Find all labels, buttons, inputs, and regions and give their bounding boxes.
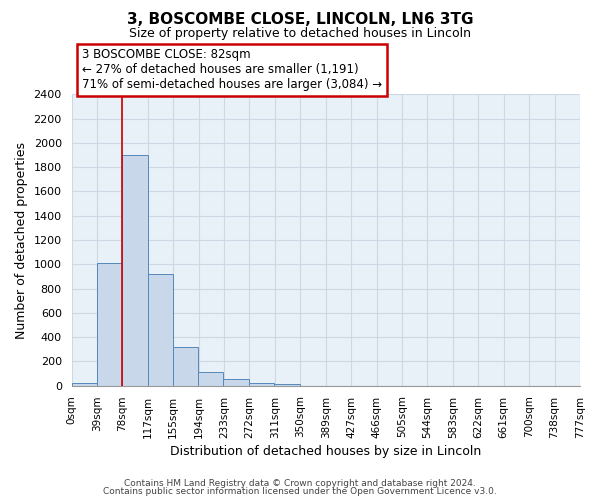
Bar [122,155,148,386]
Bar [249,382,274,386]
Bar [71,384,97,386]
Text: 3, BOSCOMBE CLOSE, LINCOLN, LN6 3TG: 3, BOSCOMBE CLOSE, LINCOLN, LN6 3TG [127,12,473,28]
Text: Contains HM Land Registry data © Crown copyright and database right 2024.: Contains HM Land Registry data © Crown c… [124,478,476,488]
Text: Size of property relative to detached houses in Lincoln: Size of property relative to detached ho… [129,28,471,40]
Y-axis label: Number of detached properties: Number of detached properties [15,142,28,338]
Text: Contains public sector information licensed under the Open Government Licence v3: Contains public sector information licen… [103,487,497,496]
Bar [148,274,173,386]
Text: 3 BOSCOMBE CLOSE: 82sqm
← 27% of detached houses are smaller (1,191)
71% of semi: 3 BOSCOMBE CLOSE: 82sqm ← 27% of detache… [82,48,382,92]
Bar [97,263,122,386]
Bar [274,384,299,386]
Bar [223,379,249,386]
X-axis label: Distribution of detached houses by size in Lincoln: Distribution of detached houses by size … [170,444,481,458]
Bar [173,347,198,386]
Bar [198,372,223,386]
